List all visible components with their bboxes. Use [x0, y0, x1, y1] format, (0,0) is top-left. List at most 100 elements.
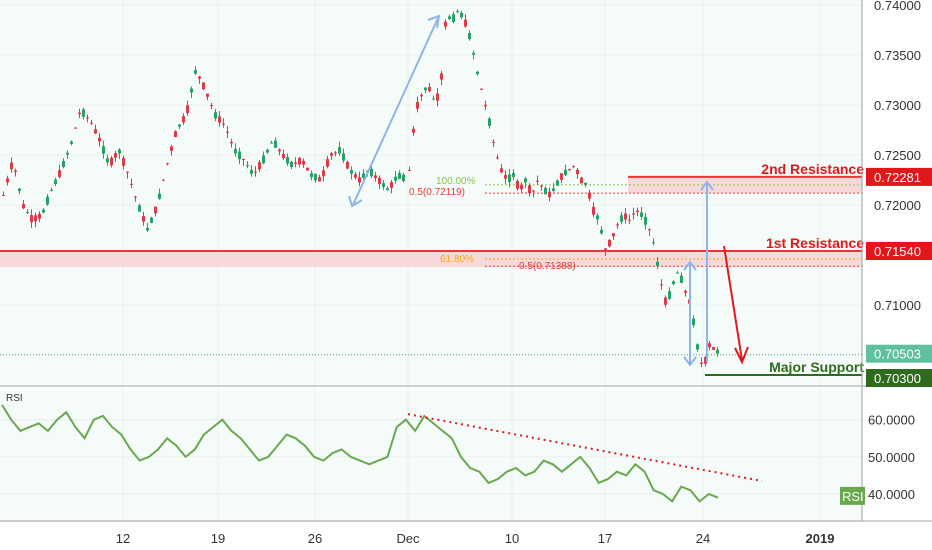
candle-body-170: [684, 290, 687, 293]
candle-body-84: [338, 147, 341, 154]
candle-body-140: [564, 169, 567, 176]
measure-arrow-left-head-bottom: [683, 356, 697, 367]
candle-body-97: [390, 182, 393, 188]
x-tick-4: 10: [505, 531, 519, 546]
price-tick-5: 0.71000: [874, 298, 921, 313]
candle-body-16: [66, 152, 69, 155]
candle-body-78: [314, 173, 317, 181]
resistance-2-label: 2nd Resistance: [761, 161, 864, 177]
candle-body-164: [660, 284, 663, 286]
candle-body-26: [106, 158, 109, 163]
candle-body-83: [334, 152, 337, 154]
candle-body-93: [374, 175, 377, 179]
candle-body-67: [270, 142, 273, 144]
candle-body-1: [6, 178, 9, 183]
fib-label-100: 100.00%: [436, 176, 476, 187]
candle-body-115: [464, 19, 467, 27]
fib-label-0-5-a: 0.5(0.72119): [409, 187, 465, 198]
x-tick-0: 12: [116, 531, 130, 546]
candle-body-166: [668, 291, 671, 299]
tag-support-bg: [866, 369, 932, 387]
candle-body-87: [350, 169, 353, 174]
candle-body-168: [676, 272, 679, 274]
rsi-line: [1, 404, 719, 503]
candle-body-57: [230, 141, 233, 144]
rsi-title: RSI: [6, 393, 23, 404]
tag-resistance-2-bg: [866, 167, 932, 186]
candle-body-14: [58, 170, 61, 177]
candle-body-153: [616, 224, 619, 226]
candle-body-46: [186, 105, 189, 114]
candle-body-15: [62, 160, 65, 168]
candle-body-88: [354, 174, 357, 178]
candle-body-96: [386, 188, 389, 191]
tag-last-price: 0.70503: [874, 347, 921, 362]
candle-body-0: [2, 194, 5, 196]
candle-body-75: [302, 160, 305, 165]
candle-body-169: [680, 275, 683, 283]
candle-body-56: [226, 131, 229, 133]
rsi-tick-2: 40.0000: [868, 487, 915, 502]
candle-body-134: [540, 185, 543, 187]
candle-body-59: [238, 151, 241, 160]
candle-body-127: [512, 173, 515, 177]
candle-body-167: [672, 281, 675, 285]
candle-body-116: [468, 33, 471, 40]
swing-arrow-up: [352, 17, 439, 206]
candle-body-29: [118, 149, 121, 154]
rsi-tick-0: 60.0000: [868, 413, 915, 428]
measure-arrow-right-head: [700, 180, 714, 191]
fib-label-61-8: 61.80%: [440, 254, 474, 265]
candle-body-101: [408, 169, 411, 171]
candle-body-122: [492, 141, 495, 143]
candle-body-99: [398, 172, 401, 179]
candle-body-55: [222, 123, 225, 125]
candle-body-125: [504, 175, 507, 179]
candle-body-38: [154, 206, 157, 214]
x-tick-5: 17: [598, 531, 612, 546]
candle-body-95: [382, 183, 385, 187]
tag-resistance-1: 0.71540: [874, 244, 921, 259]
price-tick-3: 0.72500: [874, 148, 921, 163]
candle-body-142: [572, 165, 575, 167]
candle-body-86: [346, 161, 349, 169]
candle-body-68: [274, 140, 277, 148]
candle-body-143: [576, 169, 579, 175]
candle-body-107: [432, 98, 435, 100]
candle-body-108: [436, 93, 439, 101]
candle-body-128: [516, 181, 519, 189]
candle-body-135: [544, 187, 547, 195]
candle-body-50: [202, 82, 205, 90]
candle-body-6: [26, 211, 29, 213]
candle-body-19: [78, 112, 81, 115]
candle-body-45: [182, 116, 185, 123]
bands-group: [0, 175, 862, 376]
candle-body-160: [644, 216, 647, 225]
candle-body-33: [134, 196, 137, 198]
x-tick-6: 24: [696, 531, 710, 546]
candle-body-178: [716, 349, 719, 354]
candle-body-152: [612, 233, 615, 237]
candle-body-139: [560, 173, 563, 180]
candle-body-44: [178, 124, 181, 127]
candle-body-3: [14, 170, 17, 172]
candle-body-30: [122, 157, 125, 166]
candles-group: [2, 9, 719, 368]
candle-body-81: [326, 159, 329, 167]
rsi-tag: RSI: [842, 489, 864, 504]
candle-body-4: [18, 188, 21, 192]
candle-body-22: [90, 122, 93, 124]
price-tick-2: 0.73000: [874, 98, 921, 113]
candle-body-65: [262, 155, 265, 164]
price-tick-1: 0.73500: [874, 48, 921, 63]
candle-body-117: [472, 53, 475, 55]
tag-last-price-bg: [866, 344, 932, 363]
candle-body-126: [508, 174, 511, 183]
candle-body-82: [330, 153, 333, 156]
candle-body-118: [476, 71, 479, 75]
rsi-tag-bg: [840, 486, 865, 505]
candle-body-21: [86, 117, 89, 119]
candle-body-120: [484, 104, 487, 107]
